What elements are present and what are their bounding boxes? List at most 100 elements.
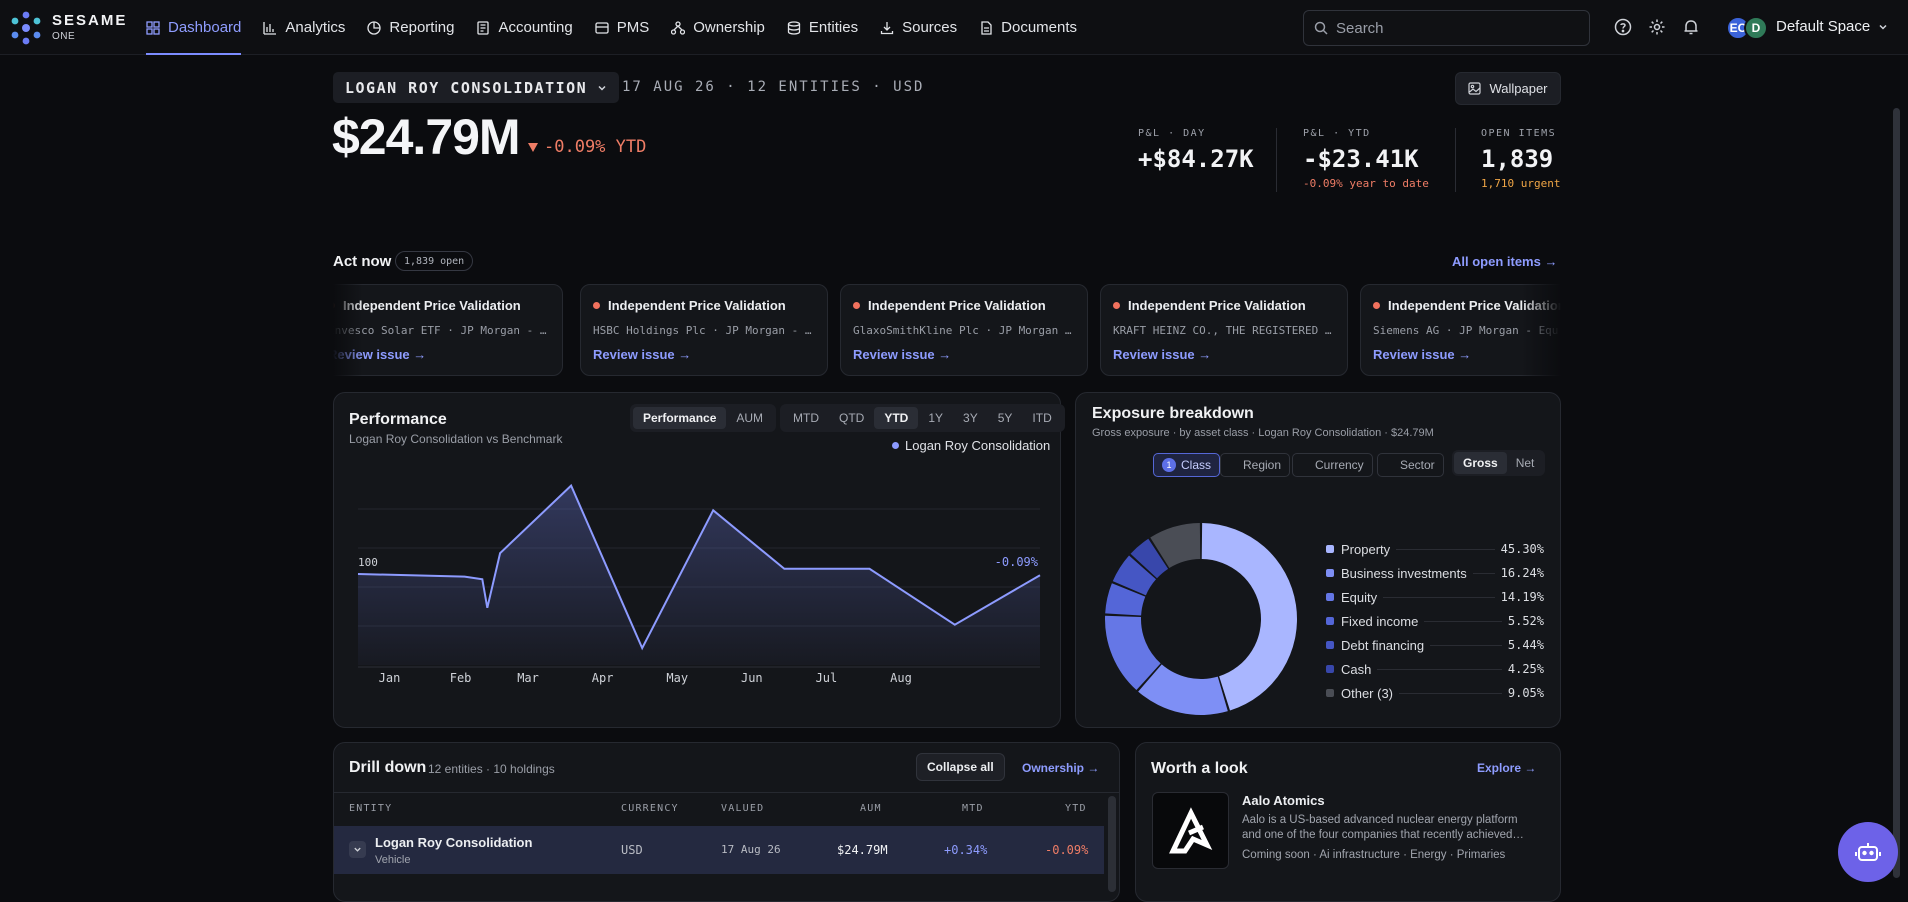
col-header-valued[interactable]: VALUED xyxy=(721,803,765,814)
header-meta: 17 AUG 26 · 12 ENTITIES · USD xyxy=(622,79,925,95)
search-box[interactable] xyxy=(1303,10,1590,46)
company-name[interactable]: Aalo Atomics xyxy=(1242,793,1325,808)
performance-chart[interactable]: 100 -0.09% Jan Feb Mar Apr May Jun Jul Aug xyxy=(340,460,1050,690)
view-tab-aum[interactable]: AUM xyxy=(736,411,764,425)
kpi-label: OPEN ITEMS xyxy=(1481,128,1557,139)
pie-icon xyxy=(367,20,382,35)
period-tab-5y[interactable]: 5Y xyxy=(997,411,1013,425)
exposure-row[interactable]: Property 45.30% xyxy=(1326,537,1544,561)
col-header-ytd[interactable]: YTD xyxy=(1065,803,1087,814)
col-header-entity[interactable]: ENTITY xyxy=(349,803,393,814)
exposure-row[interactable]: Debt financing 5.44% xyxy=(1326,633,1544,657)
period-tab-qtd[interactable]: QTD xyxy=(839,411,865,425)
tab-entities[interactable]: Entities xyxy=(787,0,868,55)
issue-detail: GlaxoSmithKline Plc · JP Morgan … xyxy=(853,324,1072,337)
tab-sources[interactable]: Sources xyxy=(880,0,967,55)
tab-accounting[interactable]: Accounting xyxy=(476,0,582,55)
gear-icon[interactable] xyxy=(1648,18,1666,36)
exposure-row[interactable]: Cash 4.25% xyxy=(1326,657,1544,681)
scrollbar[interactable] xyxy=(1108,796,1116,892)
col-header-aum[interactable]: AUM xyxy=(860,803,882,814)
view-tab-performance[interactable]: Performance xyxy=(633,407,727,429)
page-scrollbar[interactable] xyxy=(1893,108,1900,878)
avatar[interactable]: D xyxy=(1744,16,1768,40)
document-icon xyxy=(981,20,992,35)
issue-card[interactable]: Independent Price Validation HSBC Holdin… xyxy=(580,284,828,376)
donut-slice[interactable] xyxy=(1105,615,1161,691)
period-tab-3y[interactable]: 3Y xyxy=(963,411,978,425)
review-issue-link[interactable]: Review issue → xyxy=(1373,347,1472,362)
assistant-button[interactable] xyxy=(1838,822,1898,882)
donut-slice[interactable] xyxy=(1150,523,1201,569)
donut-slice[interactable] xyxy=(1130,538,1169,579)
mode-tab-gross[interactable]: Gross xyxy=(1454,452,1507,474)
wallpaper-button[interactable]: Wallpaper xyxy=(1455,72,1561,105)
group-tab-sector[interactable]: Sector xyxy=(1377,453,1444,477)
legend-swatch xyxy=(892,442,899,449)
main-tabs: Dashboard Analytics Reporting Accounting… xyxy=(146,0,1099,55)
swatch xyxy=(1326,617,1334,625)
ownership-link[interactable]: Ownership → xyxy=(1022,761,1100,775)
table-row[interactable]: Logan Roy Consolidation Vehicle USD 17 A… xyxy=(334,826,1104,874)
col-header-currency[interactable]: CURRENCY xyxy=(621,803,679,814)
group-tab-class[interactable]: 1 Class xyxy=(1153,453,1221,477)
period-tab-ytd[interactable]: YTD xyxy=(874,407,919,429)
performance-subtitle: Logan Roy Consolidation vs Benchmark xyxy=(349,432,563,446)
entity-selector[interactable]: LOGAN ROY CONSOLIDATION xyxy=(333,72,620,103)
exposure-row[interactable]: Other (3) 9.05% xyxy=(1326,681,1544,705)
exposure-row[interactable]: Business investments 16.24% xyxy=(1326,561,1544,585)
expand-toggle[interactable] xyxy=(349,841,366,858)
review-issue-link[interactable]: Review issue → xyxy=(853,347,952,362)
space-selector[interactable]: Default Space xyxy=(1776,18,1888,35)
company-logo[interactable] xyxy=(1152,792,1229,869)
exposure-row[interactable]: Fixed income 5.52% xyxy=(1326,609,1544,633)
portfolio-value: $24.79M xyxy=(332,109,521,165)
donut-slice[interactable] xyxy=(1105,583,1146,616)
tab-ownership[interactable]: Ownership xyxy=(671,0,775,55)
review-issue-link[interactable]: Review issue → xyxy=(333,347,427,362)
issue-card[interactable]: Independent Price Validation GlaxoSmithK… xyxy=(840,284,1088,376)
badge: 1 xyxy=(1162,458,1176,472)
period-tab-mtd[interactable]: MTD xyxy=(793,411,819,425)
donut-slice[interactable] xyxy=(1201,523,1297,711)
swatch xyxy=(1326,545,1334,553)
ledger-icon xyxy=(477,20,490,35)
performance-line xyxy=(357,483,1041,651)
mtd-cell: +0.34% xyxy=(944,843,988,857)
review-issue-link[interactable]: Review issue → xyxy=(593,347,692,362)
exposure-donut[interactable] xyxy=(1098,516,1304,722)
review-issue-link[interactable]: Review issue → xyxy=(1113,347,1212,362)
issue-detail: Invesco Solar ETF · JP Morgan - … xyxy=(333,324,547,337)
donut-slice[interactable] xyxy=(1112,555,1157,596)
explore-link[interactable]: Explore → xyxy=(1477,761,1537,775)
help-icon[interactable] xyxy=(1614,18,1632,36)
group-tab-region[interactable]: Region xyxy=(1220,453,1291,477)
company-description: Aalo is a US-based advanced nuclear ener… xyxy=(1242,813,1524,843)
issue-card[interactable]: Independent Price Validation KRAFT HEINZ… xyxy=(1100,284,1348,376)
tab-pms[interactable]: PMS xyxy=(595,0,660,55)
collapse-all-button[interactable]: Collapse all xyxy=(916,753,1005,781)
donut-slice[interactable] xyxy=(1138,664,1228,715)
download-icon xyxy=(880,21,894,34)
tab-reporting[interactable]: Reporting xyxy=(367,0,464,55)
tab-dashboard[interactable]: Dashboard xyxy=(146,0,251,55)
tab-documents[interactable]: Documents xyxy=(979,0,1087,55)
group-tab-currency[interactable]: Currency xyxy=(1292,453,1373,477)
tab-analytics[interactable]: Analytics xyxy=(263,0,355,55)
issue-card[interactable]: Independent Price Validation Invesco Sol… xyxy=(333,284,563,376)
exposure-row[interactable]: Equity 14.19% xyxy=(1326,585,1544,609)
period-tab-itd[interactable]: ITD xyxy=(1032,411,1052,425)
sesame-logo[interactable] xyxy=(10,11,42,45)
kpi-sub: -0.09% year to date xyxy=(1303,177,1429,190)
kpi-open-items[interactable]: OPEN ITEMS 1,839 1,710 urgent xyxy=(1481,128,1560,190)
act-now-carousel[interactable]: Independent Price Validation Invesco Sol… xyxy=(333,284,1561,376)
all-open-items-link[interactable]: All open items → xyxy=(1452,254,1558,269)
issue-detail: Siemens AG · JP Morgan - Equ xyxy=(1373,324,1559,337)
kpi-label: P&L · DAY xyxy=(1138,128,1206,139)
col-header-mtd[interactable]: MTD xyxy=(962,803,984,814)
bell-icon[interactable] xyxy=(1682,18,1700,36)
period-tab-1y[interactable]: 1Y xyxy=(928,411,944,425)
x-tick-label: Mar xyxy=(517,671,539,685)
search-input[interactable] xyxy=(1336,19,1576,37)
mode-tab-net[interactable]: Net xyxy=(1515,456,1535,470)
